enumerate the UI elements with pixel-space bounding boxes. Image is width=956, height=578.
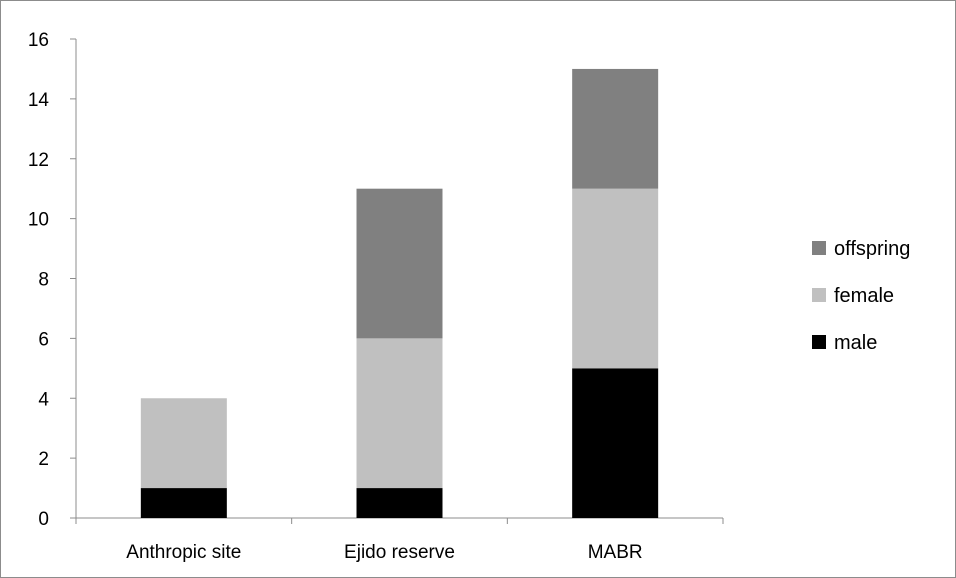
x-tick-label: Anthropic site (126, 542, 241, 563)
y-tick-label: 2 (38, 449, 49, 470)
y-tick-label: 16 (28, 30, 49, 51)
y-tick-label: 4 (38, 389, 49, 410)
bar-female (356, 338, 443, 489)
legend-label-offspring: offspring (834, 238, 910, 260)
legend-swatch-offspring (812, 241, 826, 255)
bar-male (140, 488, 227, 518)
bar-male (356, 488, 443, 518)
y-tick-label: 10 (28, 210, 49, 231)
y-tick-label: 14 (28, 90, 50, 111)
legend: offspring female male (812, 238, 910, 354)
legend-label-male: male (834, 332, 877, 354)
y-tick-label: 0 (38, 509, 49, 530)
x-tick-label: Ejido reserve (344, 542, 455, 563)
legend-swatch-female (812, 288, 826, 302)
legend-swatch-male (812, 335, 826, 349)
bar-offspring (572, 68, 659, 189)
x-axis: Anthropic site Ejido reserve MABR (75, 517, 724, 563)
bar-female (140, 398, 227, 489)
bar-offspring (356, 188, 443, 339)
bar-male (572, 368, 659, 518)
bars (140, 68, 659, 518)
bar-female (572, 188, 659, 369)
y-tick-label: 12 (28, 150, 49, 171)
legend-label-female: female (834, 285, 894, 307)
y-axis: 0 2 4 6 8 10 12 14 16 (28, 30, 77, 530)
y-tick-label: 6 (38, 329, 49, 350)
y-tick-label: 8 (38, 270, 49, 291)
x-tick-label: MABR (588, 542, 643, 563)
